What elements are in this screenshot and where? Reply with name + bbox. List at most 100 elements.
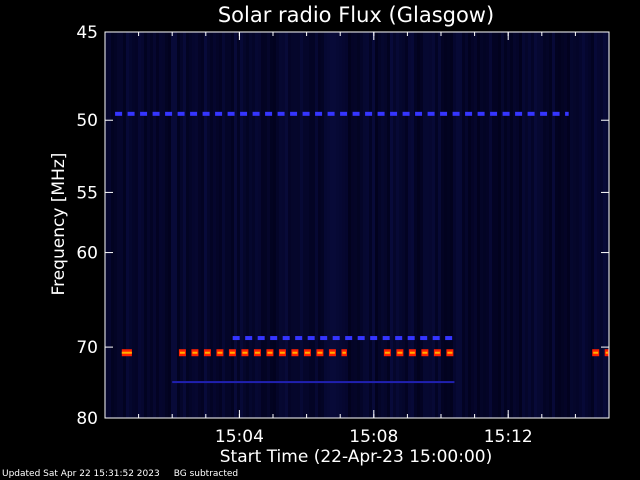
noise-column	[324, 32, 327, 418]
noise-column	[561, 32, 564, 418]
noise-column	[459, 32, 462, 418]
noise-column	[126, 32, 129, 418]
noise-column	[192, 32, 195, 418]
noise-column	[117, 32, 120, 418]
y-tick-label: 45	[76, 23, 98, 43]
noise-column	[276, 32, 279, 418]
noise-column	[270, 32, 273, 418]
band-blip	[465, 111, 473, 116]
band-core	[229, 351, 235, 354]
noise-column	[255, 32, 258, 418]
noise-column	[579, 32, 582, 418]
band-core	[329, 351, 335, 354]
noise-column	[219, 32, 222, 418]
noise-column	[441, 32, 444, 418]
noise-column	[315, 32, 318, 418]
band-blip	[152, 111, 160, 116]
noise-column	[432, 32, 435, 418]
noise-column	[318, 32, 321, 418]
band-blip	[420, 336, 428, 341]
noise-column	[351, 32, 354, 418]
noise-column	[570, 32, 573, 418]
band-core	[397, 351, 403, 354]
noise-column	[327, 32, 330, 418]
x-tick-label: 15:12	[484, 427, 533, 447]
noise-column	[135, 32, 138, 418]
noise-column	[225, 32, 228, 418]
noise-column	[294, 32, 297, 418]
noise-column	[462, 32, 465, 418]
band-core	[593, 351, 599, 354]
noise-column	[240, 32, 243, 418]
band-blip	[440, 111, 448, 116]
noise-column	[564, 32, 567, 418]
band-blip	[252, 111, 260, 116]
band-blip	[527, 111, 535, 116]
noise-column	[111, 32, 114, 418]
noise-column	[216, 32, 219, 418]
noise-column	[372, 32, 375, 418]
noise-column	[357, 32, 360, 418]
noise-column	[567, 32, 570, 418]
noise-column	[183, 32, 186, 418]
band-blip	[202, 111, 210, 116]
noise-column	[528, 32, 531, 418]
noise-column	[411, 32, 414, 418]
band-blip	[395, 336, 403, 341]
noise-column	[243, 32, 246, 418]
noise-column	[279, 32, 282, 418]
band-core	[384, 351, 390, 354]
noise-column	[207, 32, 210, 418]
noise-column	[405, 32, 408, 418]
band-blip	[332, 336, 340, 341]
band-core	[192, 351, 198, 354]
noise-column	[174, 32, 177, 418]
noise-column	[468, 32, 471, 418]
noise-column	[150, 32, 153, 418]
noise-column	[390, 32, 393, 418]
noise-column	[501, 32, 504, 418]
noise-column	[507, 32, 510, 418]
noise-column	[360, 32, 363, 418]
noise-column	[288, 32, 291, 418]
noise-column	[426, 32, 429, 418]
noise-column	[558, 32, 561, 418]
noise-column	[483, 32, 486, 418]
band-core	[267, 351, 273, 354]
noise-column	[312, 32, 315, 418]
noise-column	[552, 32, 555, 418]
noise-column	[210, 32, 213, 418]
noise-column	[141, 32, 144, 418]
noise-column	[522, 32, 525, 418]
noise-column	[489, 32, 492, 418]
noise-column	[450, 32, 453, 418]
band-core	[179, 351, 185, 354]
band-blip	[140, 111, 148, 116]
noise-column	[213, 32, 216, 418]
noise-column	[186, 32, 189, 418]
band-blip	[345, 336, 353, 341]
noise-column	[306, 32, 309, 418]
noise-column	[189, 32, 192, 418]
band-blip	[265, 111, 273, 116]
band-core	[434, 351, 440, 354]
band-blip	[490, 111, 498, 116]
x-tick-label: 15:08	[349, 427, 398, 447]
noise-column	[375, 32, 378, 418]
plot-frame	[104, 31, 610, 419]
noise-column	[144, 32, 147, 418]
footer-updated: Updated Sat Apr 22 15:31:52 2023	[2, 469, 160, 479]
band-blip	[352, 111, 360, 116]
band-blip	[552, 111, 560, 116]
noise-column	[384, 32, 387, 418]
noise-column	[600, 32, 603, 418]
band-blip	[377, 111, 385, 116]
noise-column	[492, 32, 495, 418]
noise-column	[129, 32, 132, 418]
y-tick-label: 70	[76, 338, 98, 358]
noise-column	[585, 32, 588, 418]
footer-note: BG subtracted	[173, 469, 239, 479]
noise-column	[231, 32, 234, 418]
noise-column	[540, 32, 543, 418]
